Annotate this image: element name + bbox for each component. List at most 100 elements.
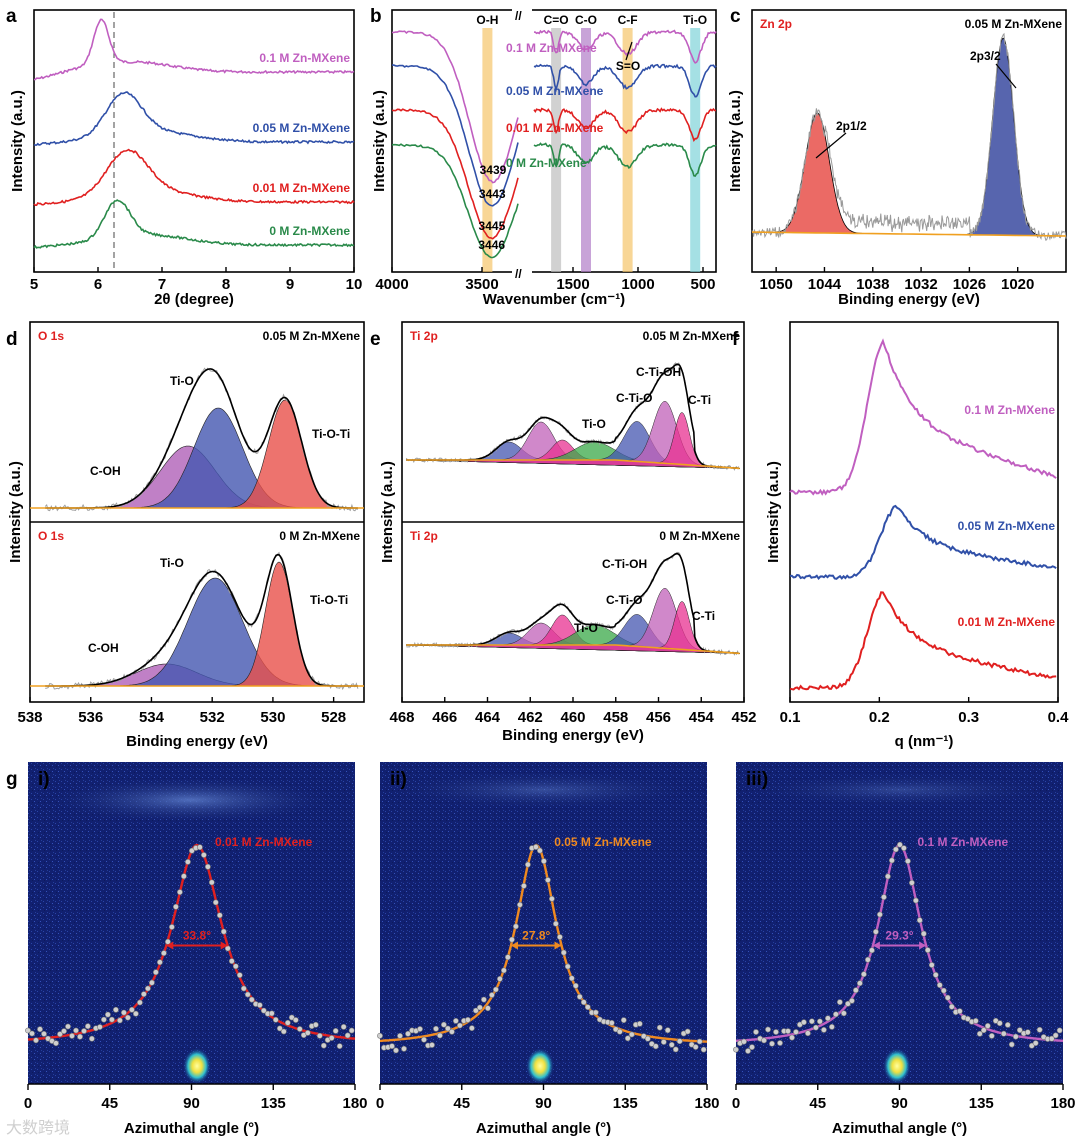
e-xtick-label: 460 — [560, 709, 585, 726]
b-min-label: 3443 — [479, 187, 506, 201]
g-data-point — [893, 846, 899, 853]
f-xtick-label: 0.4 — [1048, 709, 1070, 726]
g-data-point — [936, 982, 943, 988]
g-data-point — [429, 1042, 435, 1048]
g-xtick-label: 0 — [24, 1095, 32, 1112]
b-band — [581, 28, 591, 272]
d-sample-label: 0.05 M Zn-MXene — [263, 329, 361, 343]
b-series-line-low — [533, 29, 717, 64]
g-sample-label: 0.1 M Zn-MXene — [918, 835, 1009, 849]
d-sample-label: 0 M Zn-MXene — [279, 529, 360, 543]
g-data-point — [105, 1011, 111, 1018]
b-xtick-label: 3500 — [465, 276, 498, 293]
g-data-point — [204, 863, 211, 870]
g-data-point — [228, 958, 235, 964]
g-data-point — [280, 1028, 287, 1035]
d-peak-label: Ti-O-Ti — [310, 593, 348, 607]
panel-g-images — [28, 762, 1063, 1084]
g-data-point — [877, 911, 883, 918]
g-xtick-label: 0 — [732, 1095, 740, 1112]
g-data-point — [284, 1019, 291, 1026]
g-data-point — [440, 1021, 447, 1028]
g-data-point — [312, 1021, 319, 1028]
g-data-point — [417, 1026, 423, 1032]
g-data-point — [932, 972, 939, 978]
c-xtick-label: 1038 — [856, 276, 889, 293]
c-peak-label: 2p3/2 — [970, 49, 1001, 63]
b-band-label: C=O — [544, 13, 569, 27]
b-band — [622, 28, 633, 272]
d-x-axis-label: Binding energy (eV) — [126, 733, 268, 750]
watermark: 大数跨境 — [6, 1118, 71, 1137]
b-axis-break-bottom: // — [515, 267, 522, 281]
a-series-label: 0.01 M Zn-MXene — [253, 181, 351, 195]
g-data-point — [773, 1029, 779, 1035]
g-data-point — [580, 999, 587, 1006]
a-series-line — [33, 148, 355, 206]
e-peak-label: C-Ti — [692, 609, 715, 623]
g-data-point — [765, 1026, 771, 1033]
panel-letter-b: b — [370, 6, 382, 27]
c-raw-data — [751, 32, 1067, 241]
g-data-point — [628, 1031, 635, 1038]
e-peak-label: C-Ti-O — [606, 593, 642, 607]
g-data-point — [29, 1030, 35, 1037]
g-beamstop-1 — [183, 1048, 211, 1084]
g-data-point — [549, 895, 555, 902]
g-data-point — [496, 976, 503, 982]
g-data-point — [240, 985, 247, 992]
g-data-point — [924, 947, 931, 953]
d-peak-label: C-OH — [90, 464, 121, 478]
g-data-point — [676, 1038, 683, 1045]
g-data-point — [476, 1004, 483, 1011]
g-xtick-label: 90 — [183, 1095, 200, 1112]
g-data-point — [881, 894, 887, 900]
g-data-point — [389, 1043, 395, 1049]
g-data-point — [664, 1027, 671, 1034]
g-data-point — [733, 1046, 739, 1053]
f-series-line — [789, 591, 1057, 691]
e-title: Ti 2p — [410, 329, 438, 343]
g-data-point — [913, 897, 919, 904]
g-data-point — [545, 877, 551, 883]
a-series-label: 0 M Zn-MXene — [269, 224, 350, 238]
g-data-point — [1032, 1040, 1039, 1046]
g-data-point — [340, 1024, 347, 1030]
d-xtick-label: 528 — [321, 709, 346, 726]
g-data-point — [176, 889, 183, 895]
panel-letter-c: c — [730, 6, 741, 27]
g-fwhm-label: 29.3° — [885, 929, 913, 943]
g-data-point — [521, 883, 527, 889]
g-data-point — [656, 1024, 663, 1031]
b-min-label: 3439 — [480, 163, 507, 177]
g-data-point — [940, 987, 947, 994]
g-data-point — [121, 1009, 127, 1016]
d-xtick-label: 536 — [78, 709, 103, 726]
g-data-point — [57, 1031, 63, 1037]
b-band-label: C-O — [575, 13, 597, 27]
g-subplot-index: i) — [38, 769, 50, 790]
c-xtick-label: 1050 — [759, 276, 792, 293]
g-subplot-index: ii) — [390, 769, 407, 790]
e-xtick-label: 466 — [432, 709, 457, 726]
g-data-point — [584, 1004, 591, 1010]
g-data-point — [488, 992, 495, 998]
e-xtick-label: 454 — [689, 709, 715, 726]
g-data-point — [109, 1016, 115, 1023]
g-data-point — [140, 991, 147, 997]
g-x-axis-label: Azimuthal angle (°) — [476, 1120, 611, 1137]
g-fwhm-arrow-right — [554, 941, 562, 950]
g-data-point — [616, 1028, 623, 1035]
g-data-point — [972, 1018, 979, 1024]
e-baseline — [406, 644, 740, 655]
g-data-point — [525, 861, 531, 868]
g-data-point — [401, 1045, 407, 1052]
panel-a-frame — [33, 9, 355, 273]
g-data-point — [136, 999, 143, 1006]
f-series-line — [789, 504, 1057, 580]
b-series-label: 0 M Zn-MXene — [506, 156, 587, 170]
plot-layer: 0.1 M Zn-MXene 0.05 M Zn-MXene 0.01 M Zn-M… — [7, 8, 1076, 1137]
g-data-point — [304, 1030, 311, 1036]
b-xtick-label: 4000 — [375, 276, 408, 293]
